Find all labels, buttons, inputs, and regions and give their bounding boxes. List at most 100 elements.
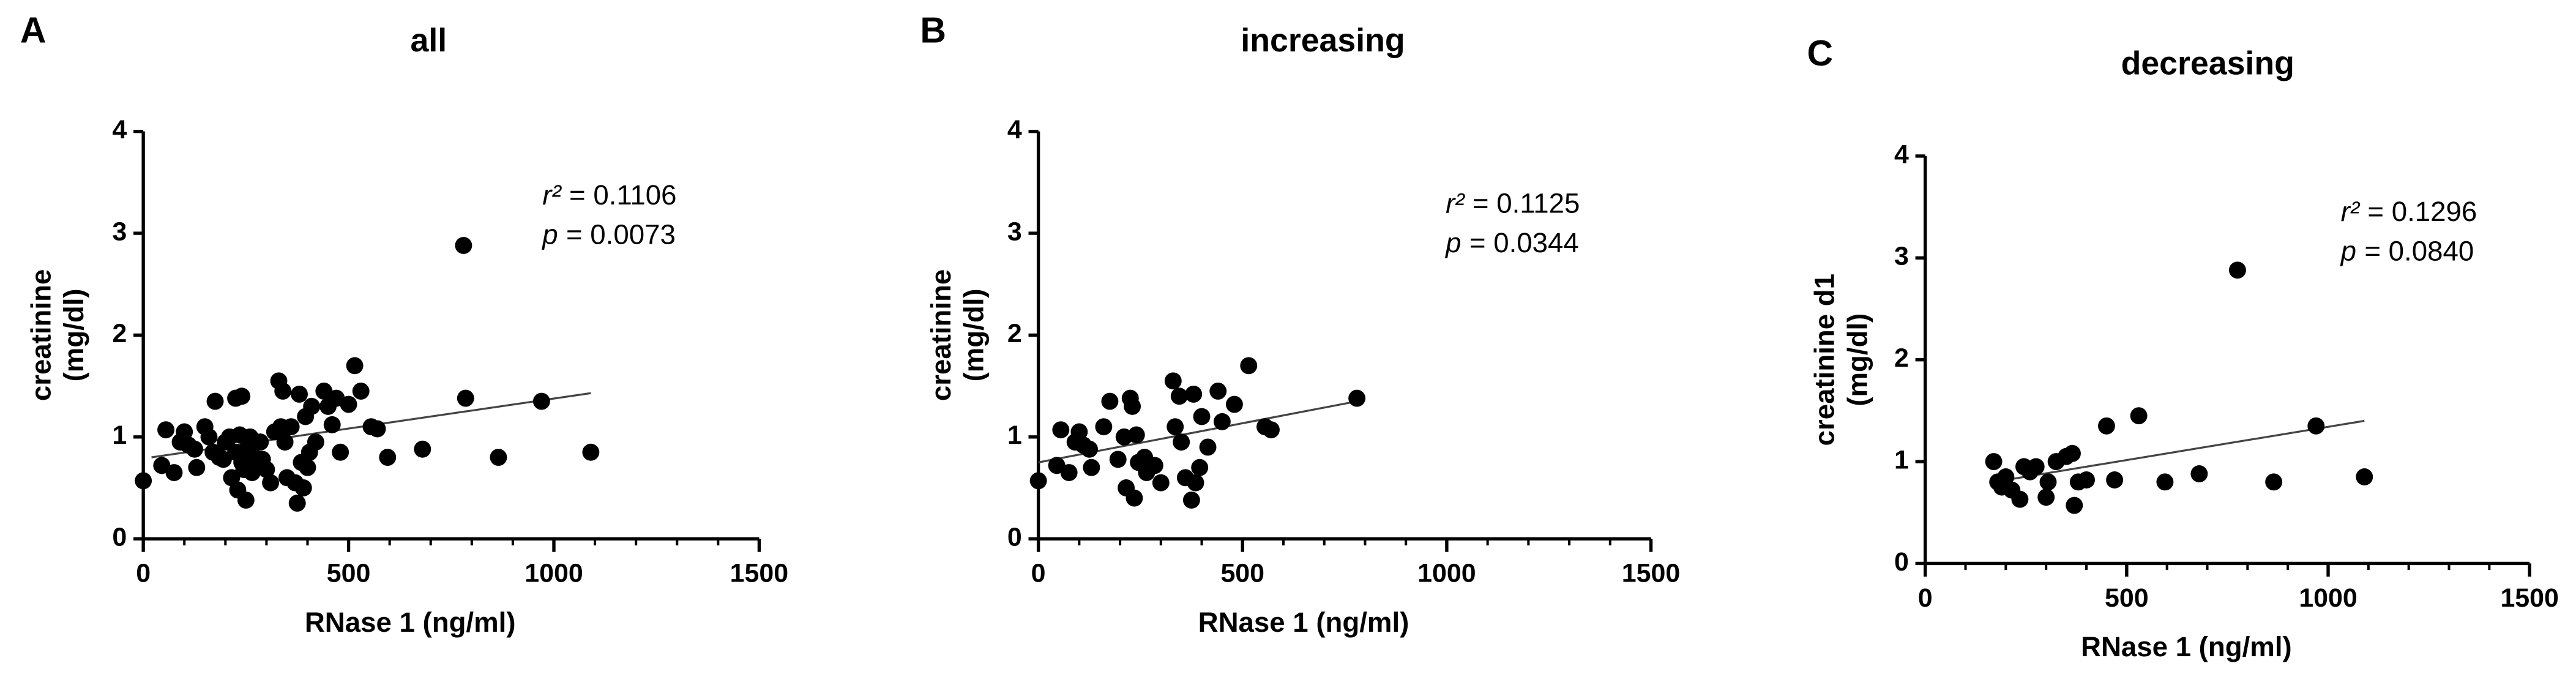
data-point [135,472,152,490]
panel-label: A [20,10,47,50]
data-point [532,392,550,410]
data-point [1348,389,1366,407]
y-tick-label: 1 [1007,421,1022,450]
panel-label: C [1807,33,1833,73]
y-axis-label: creatinine [25,269,56,401]
y-axis-label: creatinine [925,269,957,401]
x-axis-label: RNase 1 (ng/ml) [1198,607,1409,638]
data-point [582,443,600,461]
data-point [1170,387,1188,405]
data-point [2130,407,2148,425]
data-point [1101,392,1119,410]
data-point [1070,423,1088,441]
data-point [2228,261,2246,279]
data-point [288,494,306,512]
data-point [2106,471,2124,488]
data-point [1095,418,1113,436]
y-tick-label: 0 [112,523,127,552]
data-point [2356,468,2373,485]
data-point [1126,489,1143,507]
y-tick-label: 3 [1894,242,1909,271]
data-point [1182,491,1200,509]
stat-value: = 0.1125 [1473,187,1580,219]
stat-value: = 0.0840 [2364,235,2474,266]
data-point [1263,421,1280,439]
data-point [299,459,316,476]
data-point [307,433,324,451]
y-axis-label: creatinine d1 [1809,274,1840,446]
stat-annotation: p = 0.0073 [541,219,676,250]
data-point [2156,473,2174,491]
data-point [1124,397,1141,415]
stat-symbol: p [1444,227,1461,258]
x-tick-label: 500 [1220,559,1264,588]
data-point [1083,459,1100,476]
y-tick-label: 2 [1007,319,1022,348]
data-point [1213,413,1231,430]
data-point [1052,421,1070,439]
x-tick-label: 500 [327,559,371,588]
data-point [457,389,474,407]
y-tick-label: 0 [1007,523,1022,552]
data-point [200,428,218,446]
data-point [165,464,183,481]
stat-value: = 0.1296 [2367,196,2477,227]
y-axis-label: (mg/dl) [1842,313,1873,406]
data-point [352,382,370,400]
data-point [346,357,364,375]
data-point [340,395,357,413]
data-point [1152,474,1170,492]
y-tick-label: 1 [112,421,127,450]
data-point [1191,459,1209,476]
data-point [176,423,193,441]
data-point [2307,417,2325,435]
x-tick-label: 1000 [2299,583,2358,613]
y-tick-label: 4 [1007,115,1022,144]
data-point [1997,468,2015,485]
stat-annotation: p = 0.0344 [1444,227,1579,258]
data-point [1146,457,1163,474]
panel-label: B [920,10,946,50]
data-point [237,491,255,509]
y-tick-label: 3 [1007,217,1022,246]
data-point [1240,357,1258,375]
data-point [2265,473,2283,491]
data-point [332,443,349,461]
stat-annotation: p = 0.0840 [2340,235,2474,266]
data-point [490,449,507,466]
y-axis-label: (mg/dl) [58,288,89,381]
y-tick-label: 4 [1894,140,1909,169]
data-point [1109,451,1127,468]
x-tick-label: 1500 [730,559,789,588]
x-tick-label: 500 [2105,583,2149,613]
stat-symbol: r² [2341,196,2361,227]
data-point [303,397,321,415]
data-point [2097,417,2115,435]
data-point [323,416,341,433]
data-point [252,433,269,451]
y-tick-label: 4 [112,115,127,144]
stat-symbol: r² [1446,187,1465,219]
data-point [291,385,308,403]
x-tick-label: 1500 [1622,559,1680,588]
x-tick-label: 1000 [525,559,583,588]
data-point [2011,490,2029,508]
stat-symbol: r² [542,179,562,211]
data-point [368,420,386,438]
stat-annotation: r² = 0.1296 [2341,196,2477,227]
data-point [1209,382,1227,400]
x-tick-label: 0 [1918,583,1933,613]
chart-title: all [411,22,447,59]
chart-title: decreasing [2121,45,2294,82]
data-point [2064,444,2081,462]
data-point [1187,474,1204,492]
data-point [186,440,203,458]
data-point [2039,473,2057,491]
data-point [1127,426,1145,444]
stat-value: = 0.1106 [569,179,676,211]
stat-symbol: p [2340,235,2356,266]
x-axis-label: RNase 1 (ng/ml) [305,607,516,638]
data-point [455,237,472,254]
